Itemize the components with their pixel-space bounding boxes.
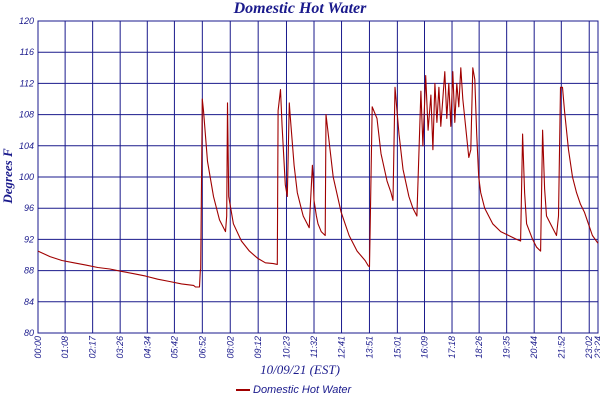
x-tick-label: 23:02	[584, 336, 594, 360]
y-tick-label: 104	[19, 141, 34, 151]
series-line	[37, 67, 599, 288]
x-tick-label: 05:42	[169, 336, 179, 359]
x-tick-label: 16:09	[419, 336, 429, 359]
x-tick-label: 19:35	[502, 335, 512, 359]
x-tick-label: 03:26	[115, 336, 125, 359]
x-tick-label: 11:32	[309, 336, 319, 358]
x-tick-label: 08:02	[225, 336, 235, 359]
grid	[37, 20, 599, 334]
x-tick-label: 10:23	[281, 336, 291, 359]
x-tick-label: 15:01	[392, 336, 402, 359]
x-tick-label: 13:51	[364, 336, 374, 359]
y-tick-label: 116	[20, 47, 34, 57]
x-tick-label: 18:26	[474, 336, 484, 359]
x-tick-label: 01:08	[60, 336, 70, 359]
legend-entry: Domestic Hot Water	[253, 384, 352, 396]
y-tick-label: 108	[19, 110, 34, 120]
x-tick-label: 12:41	[337, 336, 347, 359]
y-tick-label: 96	[24, 203, 34, 213]
y-tick-label: 92	[24, 234, 34, 244]
chart-title: Domestic Hot Water	[233, 0, 367, 17]
x-tick-label: 09:12	[253, 336, 263, 359]
y-tick-label: 88	[24, 266, 34, 276]
y-tick-label: 100	[19, 172, 34, 182]
y-tick-labels: 80 84 88 92 96 100 104 108 112 116 120	[19, 16, 34, 338]
y-tick-label: 84	[24, 297, 34, 307]
x-tick-label: 06:52	[197, 336, 207, 359]
x-tick-label: 00:00	[33, 336, 43, 359]
legend-swatch	[236, 389, 250, 392]
x-axis-label: 10/09/21 (EST)	[260, 362, 340, 377]
y-tick-label: 112	[20, 78, 34, 88]
x-tick-label: 04:34	[142, 336, 152, 359]
x-tick-label: 21:52	[556, 336, 566, 360]
x-tick-label: 23:24	[593, 336, 600, 360]
plot-area	[37, 67, 599, 288]
x-tick-labels: 00:00 01:08 02:17 03:26 04:34 05:42 06:52 08:02…	[33, 335, 600, 360]
x-tick-label: 02:17	[88, 335, 98, 359]
y-tick-label: 120	[19, 16, 34, 26]
x-tick-label: 17:18	[447, 336, 457, 359]
y-tick-label: 80	[24, 328, 34, 338]
x-tick-label: 20:44	[529, 336, 539, 360]
legend: Domestic Hot Water	[236, 384, 351, 398]
